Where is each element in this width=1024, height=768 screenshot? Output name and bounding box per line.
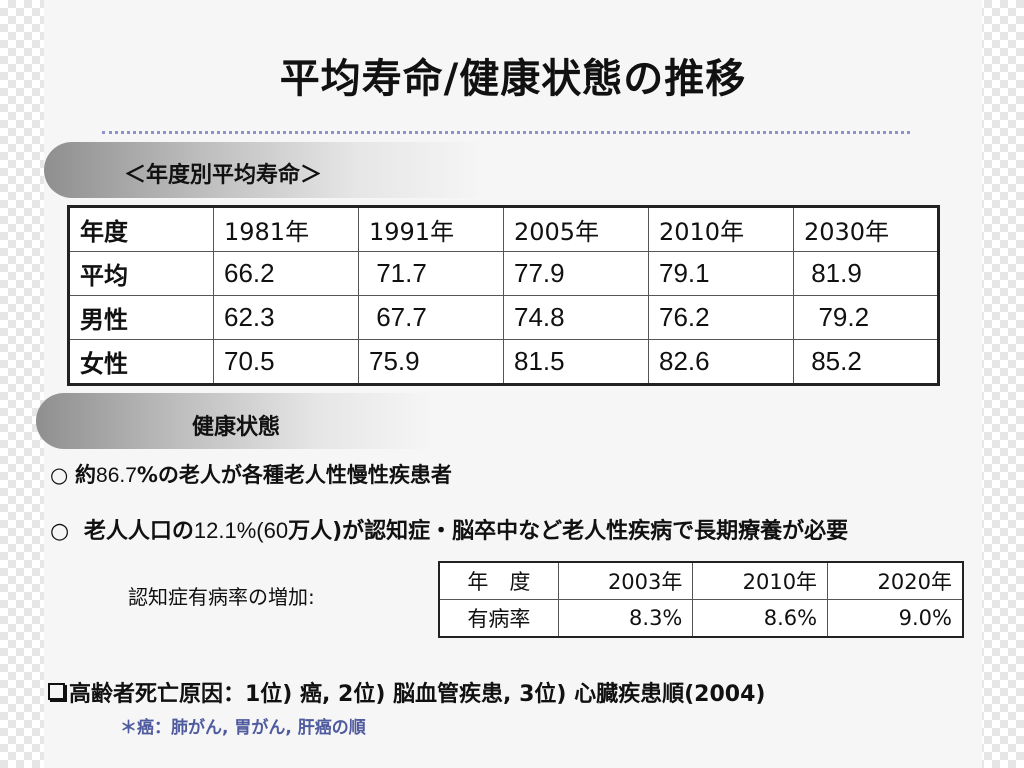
table-cell: 男性 bbox=[68, 295, 214, 340]
table-cell: 2030年 bbox=[793, 206, 939, 252]
table-header-row: 年度 1981年 1991年 2005年 2010年 2030年 bbox=[68, 206, 939, 252]
table-cell: 女性 bbox=[68, 339, 214, 385]
title-divider bbox=[102, 131, 910, 134]
bullet-circle-icon: ○ bbox=[50, 463, 69, 487]
life-expectancy-table: 年度 1981年 1991年 2005年 2010年 2030年 平均 66.2… bbox=[67, 205, 940, 386]
bullet-value: 86.7 bbox=[96, 464, 137, 487]
page-title: 平均寿命/健康状態の推移 bbox=[279, 56, 747, 102]
bullet-text-suffix: 万人)が認知症・脳卒中など老人性疾病で長期療養が必要 bbox=[288, 519, 849, 544]
table-cell: 2010年 bbox=[692, 561, 829, 600]
bullet-text-prefix: 老人人口の bbox=[76, 519, 194, 544]
table-cell: 8.6% bbox=[692, 599, 829, 638]
table-cell: 62.3 bbox=[213, 295, 359, 340]
death-causes-text: 高齢者死亡原因：1位) 癌, 2位) 脳血管疾患, 3位) 心臓疾患順(2004… bbox=[69, 682, 766, 707]
bullet-text-prefix: 約 bbox=[75, 463, 97, 487]
bullet-chronic-disease: ○ 約86.7%の老人が各種老人性慢性疾患者 bbox=[50, 459, 452, 489]
table-cell: 1981年 bbox=[213, 206, 359, 252]
table-cell: 79.2 bbox=[793, 295, 939, 340]
table-cell: 76.2 bbox=[648, 295, 794, 340]
table-cell: 70.5 bbox=[213, 339, 359, 385]
table-row: 男性 62.3 67.7 74.8 76.2 79.2 bbox=[68, 295, 939, 340]
section-label-life-expectancy: ＜年度別平均寿命＞ bbox=[124, 163, 323, 188]
table-cell: 75.9 bbox=[358, 339, 504, 385]
table-row: 平均 66.2 71.7 77.9 79.1 81.9 bbox=[68, 251, 939, 296]
cancer-note: ＊癌：肺がん, 胃がん, 肝癌の順 bbox=[120, 718, 366, 738]
table-cell: 2005年 bbox=[503, 206, 649, 252]
table-cell: 有病率 bbox=[438, 599, 559, 638]
table-cell: 81.9 bbox=[793, 251, 939, 296]
table-cell: 2003年 bbox=[557, 561, 694, 600]
table-cell: 8.3% bbox=[557, 599, 694, 638]
table-cell: 81.5 bbox=[503, 339, 649, 385]
table-cell: 2010年 bbox=[648, 206, 794, 252]
table-cell: 77.9 bbox=[503, 251, 649, 296]
section-label-health: 健康状態 bbox=[192, 415, 281, 440]
bullet-long-term-care: ○ 老人人口の12.1%(60万人)が認知症・脳卒中など老人性疾病で長期療養が必… bbox=[50, 513, 848, 545]
bullet-value: 12.1%(60 bbox=[193, 518, 289, 543]
bullet-text-suffix: %の老人が各種老人性慢性疾患者 bbox=[136, 463, 452, 487]
section-band-health bbox=[36, 393, 506, 449]
table-cell: 67.7 bbox=[358, 295, 504, 340]
table-cell: 平均 bbox=[68, 251, 214, 296]
table-cell: 71.7 bbox=[358, 251, 504, 296]
table-cell: 年 度 bbox=[438, 561, 559, 600]
prevalence-label: 認知症有病率の増加: bbox=[128, 585, 315, 609]
table-cell: 79.1 bbox=[648, 251, 794, 296]
table-cell: 1991年 bbox=[358, 206, 504, 252]
table-header-row: 年 度 2003年 2010年 2020年 bbox=[438, 561, 964, 600]
table-row: 女性 70.5 75.9 81.5 82.6 85.2 bbox=[68, 339, 939, 385]
table-cell: 74.8 bbox=[503, 295, 649, 340]
dementia-prevalence-table: 年 度 2003年 2010年 2020年 有病率 8.3% 8.6% 9.0% bbox=[438, 561, 964, 638]
table-cell: 66.2 bbox=[213, 251, 359, 296]
table-cell: 年度 bbox=[68, 206, 214, 252]
table-cell: 85.2 bbox=[793, 339, 939, 385]
bullet-circle-icon: ○ bbox=[50, 519, 70, 544]
slide: 平均寿命/健康状態の推移 ＜年度別平均寿命＞ 年度 1981年 1991年 20… bbox=[36, 0, 982, 768]
section-band-life-expectancy bbox=[44, 142, 564, 198]
death-causes-line: 高齢者死亡原因：1位) 癌, 2位) 脳血管疾患, 3位) 心臓疾患順(2004… bbox=[48, 676, 765, 708]
checkbox-bullet-icon bbox=[48, 683, 65, 700]
table-row: 有病率 8.3% 8.6% 9.0% bbox=[438, 599, 964, 638]
table-cell: 9.0% bbox=[827, 599, 964, 638]
table-cell: 82.6 bbox=[648, 339, 794, 385]
table-cell: 2020年 bbox=[827, 561, 964, 600]
